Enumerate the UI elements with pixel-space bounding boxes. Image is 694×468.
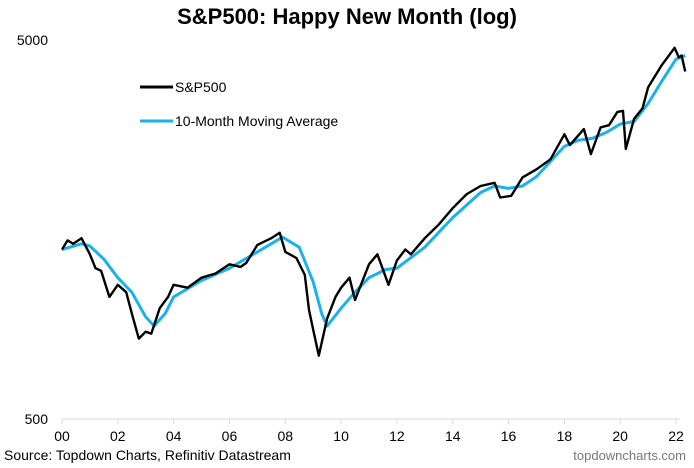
x-tick-label: 16	[501, 428, 517, 444]
x-tick-label: 14	[445, 428, 461, 444]
x-tick-label: 00	[54, 428, 70, 444]
x-tick-label: 18	[557, 428, 573, 444]
moving-average-line	[61, 54, 686, 328]
y-tick-label: 500	[25, 411, 49, 427]
x-tick-label: 06	[222, 428, 238, 444]
y-tick-label: 5000	[17, 32, 48, 48]
x-tick-label: 12	[389, 428, 405, 444]
legend-label-sp500: S&P500	[175, 79, 227, 95]
x-tick-label: 02	[110, 428, 126, 444]
x-tick-label: 08	[277, 428, 293, 444]
x-tick-label: 04	[166, 428, 182, 444]
site-credit: topdowncharts.com	[573, 448, 686, 463]
chart-title: S&P500: Happy New Month (log)	[177, 4, 517, 29]
source-note: Source: Topdown Charts, Refinitiv Datast…	[4, 447, 291, 463]
x-tick-label: 22	[668, 428, 684, 444]
sp500-line	[60, 46, 687, 357]
x-tick-label: 10	[333, 428, 349, 444]
legend-label-moving-average: 10-Month Moving Average	[175, 113, 338, 129]
x-tick-label: 20	[612, 428, 628, 444]
